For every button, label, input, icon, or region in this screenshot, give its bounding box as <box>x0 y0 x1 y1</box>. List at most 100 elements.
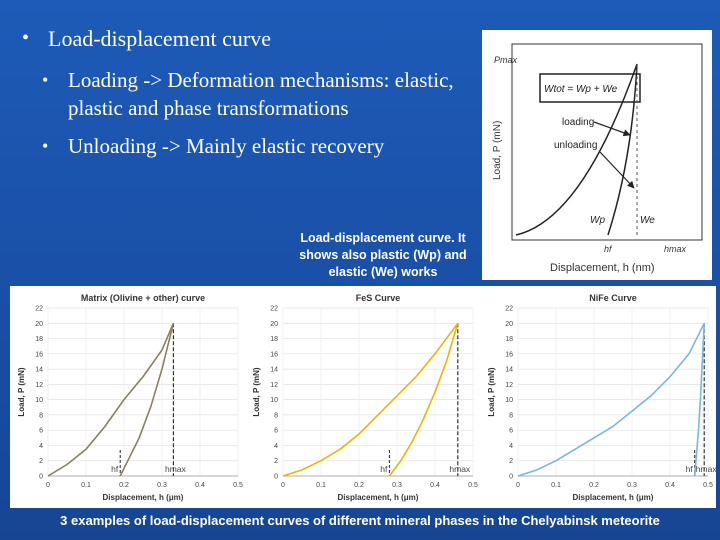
x-tick-label: 0.5 <box>468 482 478 489</box>
y-tick-label: 8 <box>274 412 278 419</box>
loading-curve <box>282 322 459 477</box>
caption-bottom: 3 examples of load-displacement curves o… <box>60 513 660 528</box>
y-tick-label: 10 <box>270 397 278 404</box>
x-axis-label: Displacement, h (μm) <box>573 493 654 502</box>
y-tick-label: 8 <box>509 412 513 419</box>
loading-curve <box>517 322 705 477</box>
schematic-ylabel: Load, P (mN) <box>492 121 503 180</box>
x-tick-label: 0.3 <box>627 482 637 489</box>
y-tick-label: 0 <box>39 474 43 481</box>
chart-title: FeS Curve <box>356 293 401 303</box>
schematic-diagram: Pmax Load, P (mN) Displacement, h (nm) W… <box>482 30 712 280</box>
chart-2: FeS Curve 0 2 4 6 8 10 12 14 16 18 20 22 0 0.1 0.2 0.3 0.… <box>252 293 478 502</box>
caption-top: Load-displacement curve. It shows also p… <box>299 231 467 279</box>
unloading-label: unloading <box>554 140 597 151</box>
y-tick-label: 14 <box>270 367 278 374</box>
y-tick-label: 22 <box>505 306 513 313</box>
y-tick-label: 0 <box>274 474 278 481</box>
y-tick-label: 16 <box>270 351 278 358</box>
loading-arrow <box>593 121 631 137</box>
bullet-main-text: Load-displacement curve <box>48 26 271 51</box>
hf-annotation: hf <box>111 464 119 474</box>
hmax-annotation: hmax <box>165 464 187 474</box>
schematic-svg: Pmax Load, P (mN) Displacement, h (nm) W… <box>492 43 703 274</box>
bullet-dot-icon: • <box>42 70 49 90</box>
unloading-arrow <box>599 151 635 189</box>
y-tick-label: 22 <box>35 306 43 313</box>
y-tick-label: 14 <box>35 367 43 374</box>
y-tick-label: 12 <box>270 382 278 389</box>
bullet-sub-loading-text: Loading -> Deformation mechanisms: elast… <box>68 68 454 120</box>
chart-title: NiFe Curve <box>589 293 637 303</box>
plots-panel: Matrix (Olivine + other) curve 0 2 4 6 8 10 12 1… <box>10 286 717 508</box>
pmax-label: Pmax <box>494 55 518 65</box>
x-tick-label: 0.4 <box>665 482 675 489</box>
y-axis-label: Load, P (mN) <box>487 367 496 417</box>
bullet-sub-loading: • Loading -> Deformation mechanisms: ela… <box>22 66 482 122</box>
x-axis-label: Displacement, h (μm) <box>103 493 184 502</box>
y-tick-label: 12 <box>505 382 513 389</box>
wtot-formula: Wtot = Wp + We <box>544 84 618 95</box>
hf-label: hf <box>604 244 613 254</box>
loading-label: loading <box>562 117 594 128</box>
bullet-list: • Load-displacement curve • Loading -> D… <box>22 26 482 160</box>
x-tick-label: 0.2 <box>354 482 364 489</box>
plots-svg: Matrix (Olivine + other) curve 0 2 4 6 8 10 12 1… <box>17 293 717 502</box>
bullet-sub-unloading: • Unloading -> Mainly elastic recovery <box>22 132 482 160</box>
bullet-main: • Load-displacement curve <box>22 26 482 52</box>
wtot-box <box>539 73 641 103</box>
hf-annotation: hf <box>380 464 388 474</box>
y-axis-label: Load, P (mN) <box>17 367 26 417</box>
x-tick-label: 0 <box>281 482 285 489</box>
y-tick-label: 2 <box>39 458 43 465</box>
y-tick-label: 18 <box>35 336 43 343</box>
y-tick-label: 4 <box>509 443 513 450</box>
y-tick-label: 20 <box>505 321 513 328</box>
unloading-curve <box>607 63 638 236</box>
y-tick-label: 4 <box>274 443 278 450</box>
x-tick-label: 0.5 <box>233 482 243 489</box>
loading-curve <box>47 322 175 477</box>
bullet-dot-icon: • <box>22 27 30 49</box>
y-tick-label: 18 <box>505 336 513 343</box>
y-tick-label: 10 <box>35 397 43 404</box>
x-tick-label: 0.3 <box>157 482 167 489</box>
x-tick-label: 0.4 <box>195 482 205 489</box>
wp-label: Wp <box>590 215 605 226</box>
y-tick-label: 20 <box>35 321 43 328</box>
unloading-curve <box>388 323 459 477</box>
y-tick-label: 18 <box>270 336 278 343</box>
x-tick-label: 0.2 <box>589 482 599 489</box>
y-tick-label: 14 <box>505 367 513 374</box>
x-tick-label: 0.1 <box>316 482 326 489</box>
x-tick-label: 0.1 <box>551 482 561 489</box>
y-tick-label: 10 <box>505 397 513 404</box>
x-tick-label: 0.4 <box>430 482 440 489</box>
y-tick-label: 16 <box>35 351 43 358</box>
y-tick-label: 2 <box>509 458 513 465</box>
x-tick-label: 0.2 <box>119 482 129 489</box>
y-tick-label: 6 <box>274 428 278 435</box>
x-tick-label: 0 <box>46 482 50 489</box>
hf-annotation: hf <box>686 464 694 474</box>
chart-title: Matrix (Olivine + other) curve <box>81 293 205 303</box>
schematic-xlabel: Displacement, h (nm) <box>550 262 655 274</box>
x-axis-label: Displacement, h (μm) <box>338 493 419 502</box>
y-tick-label: 6 <box>39 428 43 435</box>
schematic-frame <box>511 43 703 241</box>
x-tick-label: 0.5 <box>703 482 713 489</box>
y-tick-label: 16 <box>505 351 513 358</box>
y-tick-label: 2 <box>274 458 278 465</box>
bullet-sub-unloading-text: Unloading -> Mainly elastic recovery <box>68 134 385 158</box>
hmax-annotation: hmax <box>696 464 716 474</box>
hmax-annotation: hmax <box>449 464 471 474</box>
x-tick-label: 0.1 <box>81 482 91 489</box>
y-tick-label: 22 <box>270 306 278 313</box>
chart-1: Matrix (Olivine + other) curve 0 2 4 6 8 10 12 1… <box>17 293 243 502</box>
loading-curve <box>515 63 638 236</box>
bullet-dot-icon: • <box>42 136 49 156</box>
y-tick-label: 8 <box>39 412 43 419</box>
hmax-label: hmax <box>664 244 687 254</box>
unloading-curve <box>119 323 175 477</box>
x-tick-label: 0.3 <box>392 482 402 489</box>
